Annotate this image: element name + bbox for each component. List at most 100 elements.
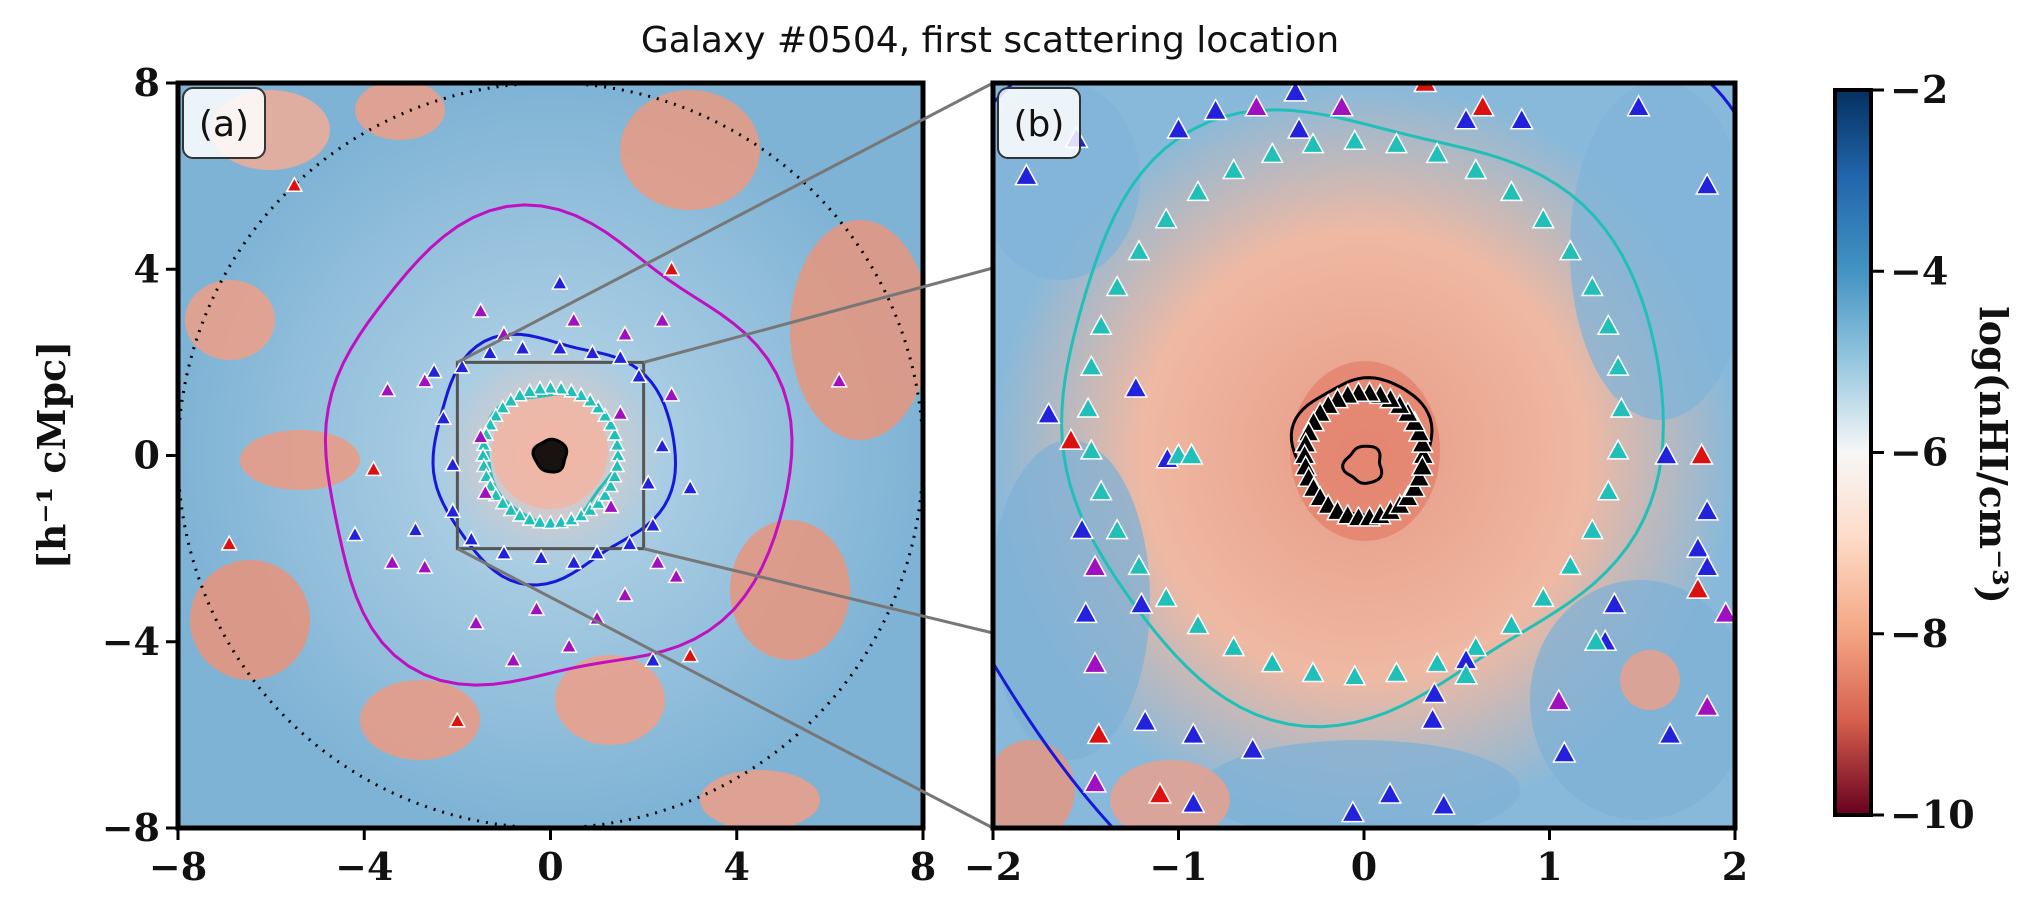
- scatter-marker: [532, 548, 550, 565]
- scatter-marker: [606, 467, 623, 483]
- contour-line: [323, 203, 794, 687]
- scatter-marker: [611, 348, 630, 365]
- scatter-marker: [1123, 375, 1149, 398]
- panel-b-markers: [1014, 83, 1735, 823]
- ionized-patch: [355, 83, 445, 140]
- scatter-marker: [1244, 94, 1269, 117]
- scatter-marker: [611, 404, 630, 421]
- x-tick-label: 1: [1536, 844, 1562, 889]
- x-tick-label: 0: [1351, 844, 1377, 889]
- scatter-marker: [1301, 661, 1325, 683]
- x-tick-label: 4: [724, 844, 750, 889]
- scatter-marker: [1079, 354, 1103, 376]
- scatter-marker: [220, 534, 238, 551]
- scatter-marker: [1694, 498, 1720, 521]
- zoom-connectors: [456, 81, 994, 830]
- scatter-marker: [1186, 613, 1210, 635]
- scatter-marker: [1377, 781, 1403, 804]
- y-tick-label: −4: [102, 619, 160, 664]
- scatter-marker: [495, 543, 513, 560]
- scatter-marker: [1181, 721, 1206, 745]
- ionized-patch: [993, 740, 1075, 828]
- scatter-marker: [1286, 116, 1312, 139]
- panel-a-markers: [220, 176, 848, 728]
- ionized-patch: [700, 770, 820, 828]
- scatter-marker: [1583, 628, 1609, 652]
- ionized-patch: [730, 520, 850, 660]
- scatter-marker: [1464, 158, 1488, 180]
- ionized-patch: [185, 280, 275, 360]
- scatter-marker: [565, 553, 583, 570]
- scatter-marker: [1425, 651, 1449, 673]
- scatter-marker: [1105, 275, 1129, 297]
- zoom-connector-line: [643, 547, 994, 635]
- contour-line: [431, 332, 678, 587]
- scatter-marker: [434, 408, 453, 425]
- scatter-marker: [1283, 83, 1308, 102]
- scatter-marker: [521, 510, 538, 526]
- scatter-marker: [565, 311, 583, 328]
- scatter-marker: [1558, 239, 1583, 261]
- scatter-marker: [1147, 781, 1173, 804]
- scatter-marker: [667, 567, 685, 584]
- scatter-marker: [1127, 239, 1151, 261]
- panel-a-patches: [185, 83, 923, 828]
- scatter-marker: [602, 497, 620, 514]
- colorbar: −2 −4 −6 −8 −10 log(nHI/cm⁻³): [1833, 67, 2016, 837]
- scatter-marker: [1431, 792, 1456, 815]
- scatter-marker: [596, 486, 614, 502]
- colorbar-gradient-bar: [1833, 88, 1873, 817]
- colorbar-ticks: −2 −4 −6 −8 −10: [1871, 67, 1975, 837]
- scatter-marker: [1602, 591, 1627, 614]
- colorbar-tick-label: −2: [1890, 67, 1948, 112]
- scatter-marker: [653, 436, 671, 453]
- scatter-marker: [1694, 172, 1720, 195]
- scatter-marker: [644, 515, 662, 532]
- scatter-marker: [346, 525, 364, 542]
- neutral-patch: [993, 440, 1150, 760]
- scatter-marker: [1260, 141, 1284, 164]
- x-tick-label: −2: [964, 844, 1022, 889]
- scatter-marker: [609, 457, 626, 473]
- scatter-marker: [1181, 790, 1206, 814]
- panel-a: −8 −4 0 4 8 8 4 0 −4 −8 (a): [102, 60, 937, 889]
- scatter-marker: [1260, 651, 1284, 673]
- scatter-marker: [531, 513, 549, 529]
- scatter-marker: [1694, 693, 1720, 717]
- scatter-marker: [1552, 740, 1577, 763]
- scatter-marker: [606, 425, 623, 441]
- scatter-marker: [542, 379, 559, 395]
- chart-title: Galaxy #0504, first scattering location: [641, 20, 1339, 61]
- ionized-patch: [190, 560, 310, 680]
- scatter-marker: [648, 553, 667, 570]
- colorbar-tick-label: −8: [1890, 611, 1948, 656]
- colorbar-tick-label: −10: [1890, 792, 1975, 837]
- contour-line: [993, 662, 1115, 828]
- scatter-marker: [1654, 442, 1679, 465]
- panel-a-label-box: [182, 87, 266, 159]
- scatter-marker: [1546, 688, 1571, 711]
- scatter-marker: [1531, 207, 1555, 229]
- scatter-marker: [1425, 141, 1449, 164]
- scatter-marker: [467, 613, 485, 630]
- scatter-marker: [681, 646, 699, 663]
- scatter-marker: [1089, 479, 1113, 501]
- scatter-marker: [1203, 97, 1228, 121]
- x-tick-label: −1: [1149, 844, 1207, 889]
- scatter-marker: [630, 366, 648, 383]
- ionized-patch: [1620, 650, 1680, 710]
- scatter-marker: [476, 483, 495, 500]
- zoom-connector-line: [456, 81, 994, 364]
- scatter-marker: [1685, 576, 1711, 599]
- scatter-marker: [1384, 661, 1409, 683]
- scatter-marker: [511, 506, 529, 522]
- scatter-marker: [1464, 635, 1488, 657]
- scatter-marker: [602, 416, 619, 431]
- scatter-marker: [1105, 518, 1129, 540]
- scatter-marker: [602, 477, 619, 493]
- scatter-marker: [662, 385, 681, 402]
- scatter-marker: [596, 407, 614, 422]
- scatter-marker: [443, 502, 462, 518]
- scatter-marker: [448, 711, 467, 728]
